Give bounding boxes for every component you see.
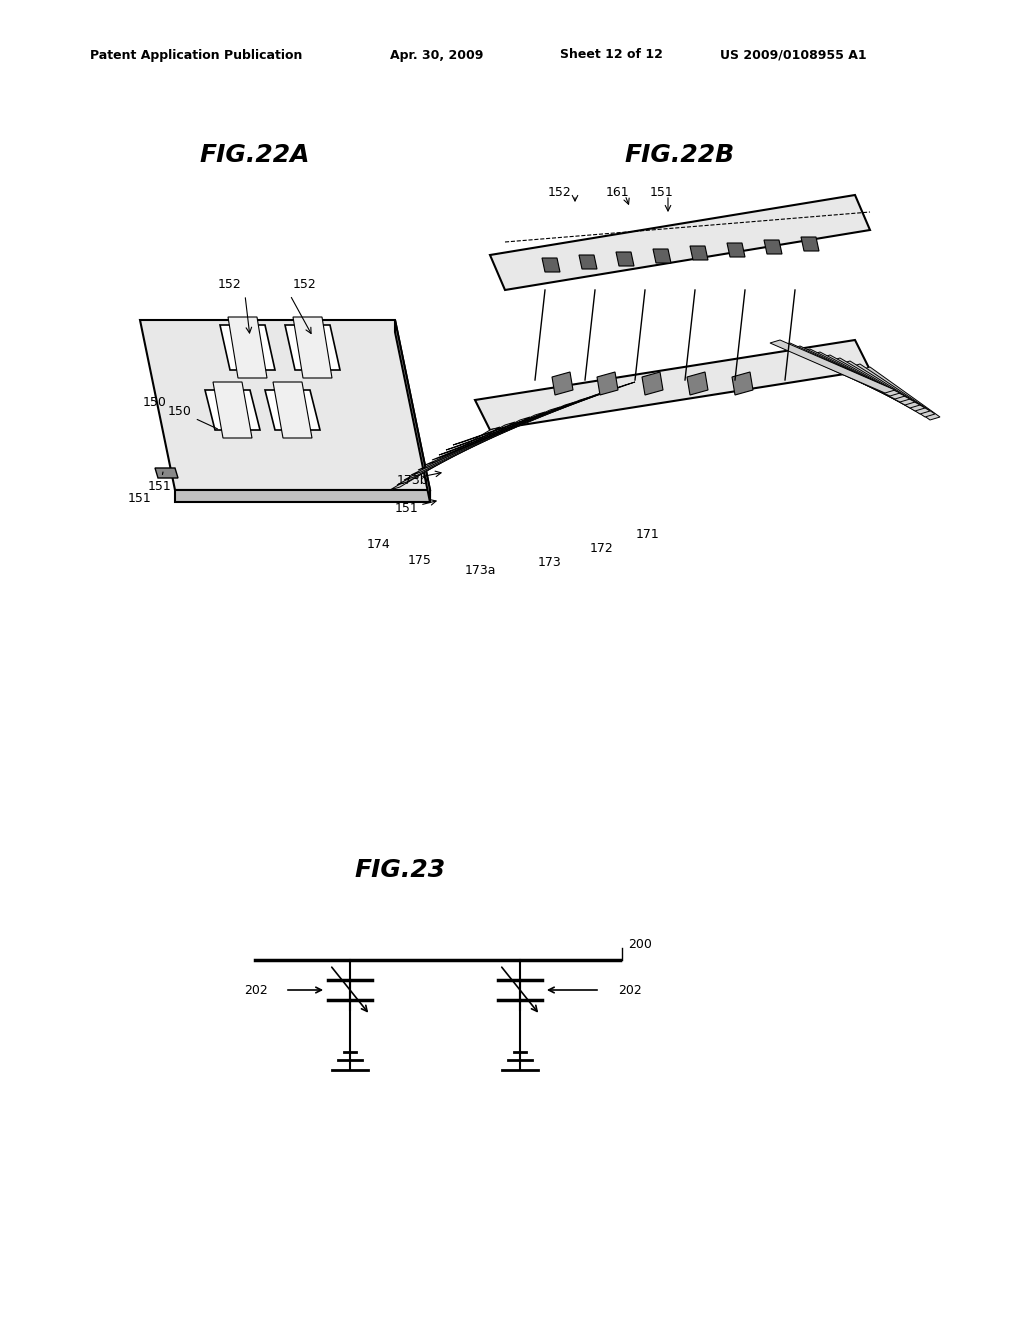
Polygon shape xyxy=(597,372,618,395)
Polygon shape xyxy=(642,372,663,395)
Polygon shape xyxy=(395,319,430,502)
Polygon shape xyxy=(820,355,920,408)
Text: 151: 151 xyxy=(650,186,674,198)
Text: 202: 202 xyxy=(245,983,268,997)
Polygon shape xyxy=(542,257,560,272)
Polygon shape xyxy=(770,341,895,393)
Text: 173: 173 xyxy=(538,556,562,569)
Text: 173a: 173a xyxy=(465,564,497,577)
Text: Apr. 30, 2009: Apr. 30, 2009 xyxy=(390,49,483,62)
Polygon shape xyxy=(390,426,500,490)
Text: 175: 175 xyxy=(408,553,432,566)
Polygon shape xyxy=(453,381,635,445)
Text: FIG.22A: FIG.22A xyxy=(200,143,310,168)
Text: 172: 172 xyxy=(590,541,613,554)
Polygon shape xyxy=(446,387,620,450)
Polygon shape xyxy=(425,403,575,465)
Text: 152: 152 xyxy=(293,279,316,292)
Polygon shape xyxy=(265,389,319,430)
Text: 161: 161 xyxy=(605,186,629,198)
Polygon shape xyxy=(411,412,545,475)
Polygon shape xyxy=(432,397,590,459)
Text: FIG.23: FIG.23 xyxy=(354,858,445,882)
Polygon shape xyxy=(732,372,753,395)
Polygon shape xyxy=(687,372,708,395)
Polygon shape xyxy=(830,358,925,411)
Polygon shape xyxy=(653,249,671,263)
Polygon shape xyxy=(293,317,332,378)
Polygon shape xyxy=(840,360,930,414)
Polygon shape xyxy=(801,238,819,251)
Text: 151: 151 xyxy=(128,491,152,504)
Polygon shape xyxy=(780,343,900,396)
Polygon shape xyxy=(228,317,267,378)
Text: 150: 150 xyxy=(168,405,217,429)
Text: Sheet 12 of 12: Sheet 12 of 12 xyxy=(560,49,663,62)
Text: 150: 150 xyxy=(143,396,167,408)
Polygon shape xyxy=(475,341,870,430)
Text: 202: 202 xyxy=(618,983,642,997)
Text: US 2009/0108955 A1: US 2009/0108955 A1 xyxy=(720,49,866,62)
Polygon shape xyxy=(810,352,915,405)
Polygon shape xyxy=(860,367,940,420)
Polygon shape xyxy=(285,325,340,370)
Text: 152: 152 xyxy=(218,279,242,292)
Polygon shape xyxy=(800,348,910,403)
Polygon shape xyxy=(397,422,515,484)
Text: 151: 151 xyxy=(148,473,172,492)
Polygon shape xyxy=(850,364,935,417)
Text: 151: 151 xyxy=(395,502,419,515)
Text: Patent Application Publication: Patent Application Publication xyxy=(90,49,302,62)
Polygon shape xyxy=(175,490,430,502)
Polygon shape xyxy=(490,195,870,290)
Polygon shape xyxy=(213,381,252,438)
Text: 200: 200 xyxy=(628,939,652,952)
Polygon shape xyxy=(155,469,178,478)
Text: 173b: 173b xyxy=(397,474,429,487)
Polygon shape xyxy=(140,319,430,490)
Polygon shape xyxy=(764,240,782,253)
Polygon shape xyxy=(220,325,275,370)
Text: 152: 152 xyxy=(548,186,571,198)
Polygon shape xyxy=(616,252,634,267)
Polygon shape xyxy=(727,243,745,257)
Polygon shape xyxy=(273,381,312,438)
Polygon shape xyxy=(790,346,905,399)
Polygon shape xyxy=(404,417,530,480)
Polygon shape xyxy=(439,392,605,455)
Polygon shape xyxy=(552,372,573,395)
Text: FIG.22B: FIG.22B xyxy=(625,143,735,168)
Polygon shape xyxy=(205,389,260,430)
Polygon shape xyxy=(690,246,708,260)
Text: 174: 174 xyxy=(367,539,391,552)
Polygon shape xyxy=(418,407,560,470)
Polygon shape xyxy=(579,255,597,269)
Text: 171: 171 xyxy=(636,528,659,541)
